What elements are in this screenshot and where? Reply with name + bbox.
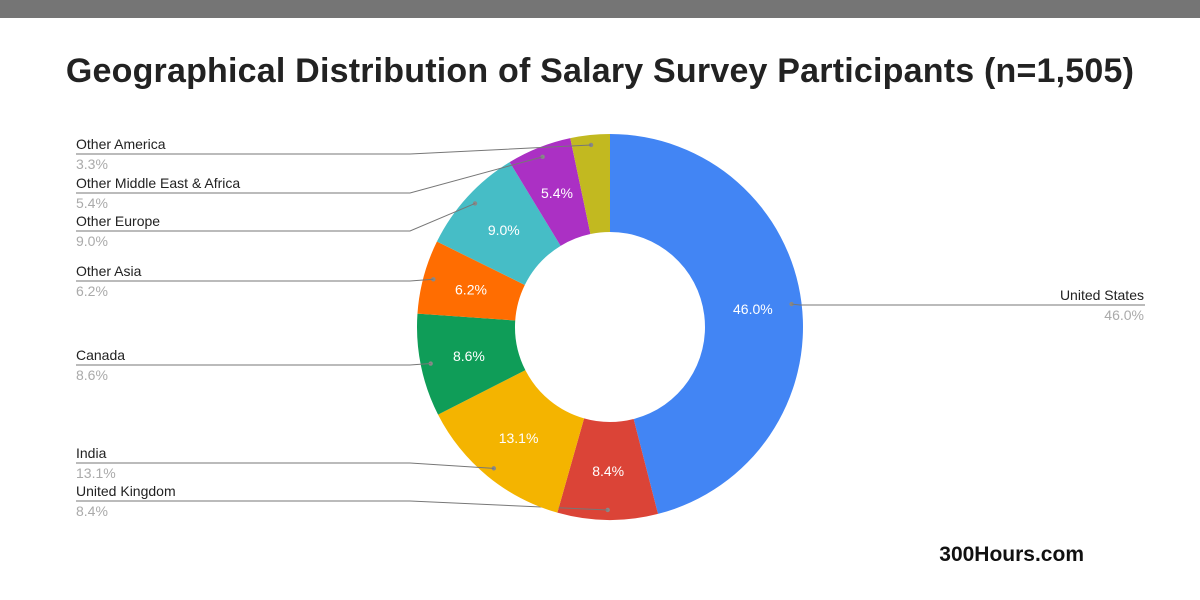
legend-name: Other Asia: [76, 263, 142, 279]
slice-value-label: 46.0%: [733, 301, 773, 317]
legend-value: 13.1%: [76, 465, 116, 481]
legend-value: 8.4%: [76, 503, 108, 519]
slice-7: [570, 134, 610, 235]
legend-value: 46.0%: [1104, 307, 1144, 323]
legend-name: Other America: [76, 136, 166, 152]
top-bar: [0, 0, 1200, 18]
slice-5: [436, 162, 561, 285]
slice-value-label: 5.4%: [541, 185, 573, 201]
slice-value-label: 9.0%: [488, 222, 520, 238]
legend-name: United Kingdom: [76, 483, 176, 499]
leader-line: [76, 156, 543, 194]
legend-value: 5.4%: [76, 195, 108, 211]
slice-4: [417, 241, 525, 321]
slice-6: [509, 138, 591, 246]
leader-line: [76, 363, 431, 366]
slice-1: [557, 418, 658, 520]
leader-line: [76, 202, 476, 232]
slice-0: [610, 134, 803, 514]
legend-name: Other Middle East & Africa: [76, 175, 240, 191]
legend-value: 6.2%: [76, 283, 108, 299]
legend-value: 8.6%: [76, 367, 108, 383]
slice-2: [438, 370, 585, 513]
leader-line: [76, 500, 608, 511]
legend-value: 3.3%: [76, 156, 108, 172]
slice-value-label: 8.4%: [592, 463, 624, 479]
legend-name: Other Europe: [76, 213, 160, 229]
legend-name: India: [76, 445, 107, 461]
leader-line: [791, 303, 1145, 306]
slice-value-label: 13.1%: [499, 430, 539, 446]
slice-3: [417, 313, 526, 415]
legend-name: United States: [1060, 287, 1144, 303]
brand-watermark: 300Hours.com: [939, 543, 1084, 566]
slice-value-label: 8.6%: [453, 348, 485, 364]
slice-value-label: 6.2%: [455, 281, 487, 297]
leader-line: [76, 144, 592, 155]
legend-value: 9.0%: [76, 233, 108, 249]
leader-line: [76, 462, 494, 469]
chart-title: Geographical Distribution of Salary Surv…: [65, 52, 1135, 90]
leader-line: [76, 278, 434, 282]
legend-name: Canada: [76, 347, 125, 363]
